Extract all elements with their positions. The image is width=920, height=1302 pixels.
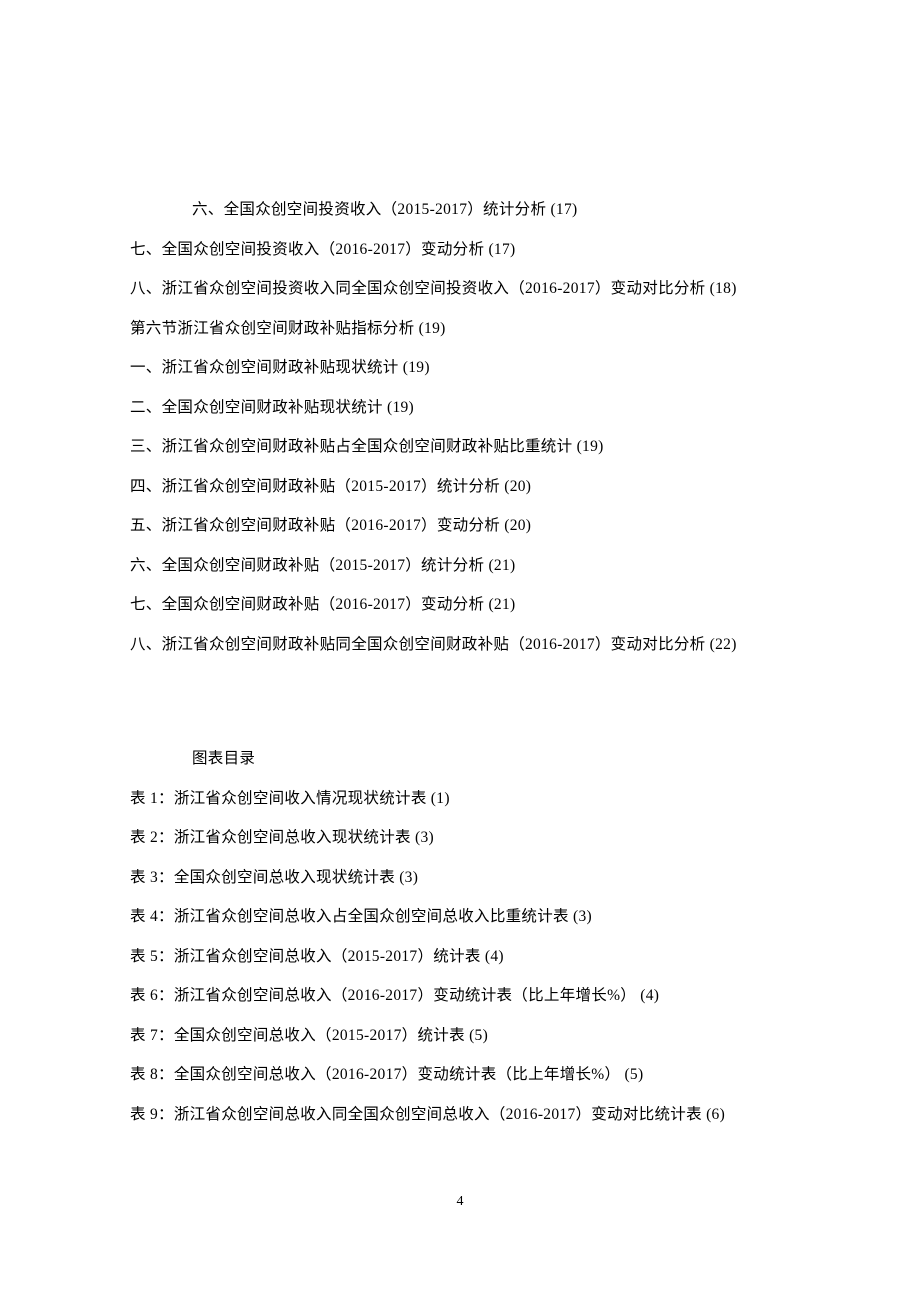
table-entry: 表 7：全国众创空间总收入（2015-2017）统计表 (5): [130, 1016, 790, 1056]
toc-entry: 六、全国众创空间投资收入（2015-2017）统计分析 (17): [130, 190, 790, 230]
table-entry: 表 4：浙江省众创空间总收入占全国众创空间总收入比重统计表 (3): [130, 897, 790, 937]
toc-entry: 八、浙江省众创空间投资收入同全国众创空间投资收入（2016-2017）变动对比分…: [130, 269, 790, 309]
page-number: 4: [0, 1194, 920, 1210]
table-entry: 表 8：全国众创空间总收入（2016-2017）变动统计表（比上年增长%） (5…: [130, 1055, 790, 1095]
toc-entry: 第六节浙江省众创空间财政补贴指标分析 (19): [130, 309, 790, 349]
toc-entry: 一、浙江省众创空间财政补贴现状统计 (19): [130, 348, 790, 388]
tables-catalog-heading: 图表目录: [130, 739, 790, 779]
toc-entry: 五、浙江省众创空间财政补贴（2016-2017）变动分析 (20): [130, 506, 790, 546]
table-entry: 表 3：全国众创空间总收入现状统计表 (3): [130, 858, 790, 898]
toc-entry: 二、全国众创空间财政补贴现状统计 (19): [130, 388, 790, 428]
toc-entry: 八、浙江省众创空间财政补贴同全国众创空间财政补贴（2016-2017）变动对比分…: [130, 625, 790, 665]
table-entry: 表 5：浙江省众创空间总收入（2015-2017）统计表 (4): [130, 937, 790, 977]
table-entry: 表 6：浙江省众创空间总收入（2016-2017）变动统计表（比上年增长%） (…: [130, 976, 790, 1016]
document-page: 六、全国众创空间投资收入（2015-2017）统计分析 (17) 七、全国众创空…: [0, 0, 920, 1134]
toc-entry: 七、全国众创空间投资收入（2016-2017）变动分析 (17): [130, 230, 790, 270]
toc-entry: 六、全国众创空间财政补贴（2015-2017）统计分析 (21): [130, 546, 790, 586]
table-entry: 表 9：浙江省众创空间总收入同全国众创空间总收入（2016-2017）变动对比统…: [130, 1095, 790, 1135]
toc-entry: 四、浙江省众创空间财政补贴（2015-2017）统计分析 (20): [130, 467, 790, 507]
toc-entry: 三、浙江省众创空间财政补贴占全国众创空间财政补贴比重统计 (19): [130, 427, 790, 467]
table-entry: 表 1：浙江省众创空间收入情况现状统计表 (1): [130, 779, 790, 819]
table-entry: 表 2：浙江省众创空间总收入现状统计表 (3): [130, 818, 790, 858]
toc-entry: 七、全国众创空间财政补贴（2016-2017）变动分析 (21): [130, 585, 790, 625]
